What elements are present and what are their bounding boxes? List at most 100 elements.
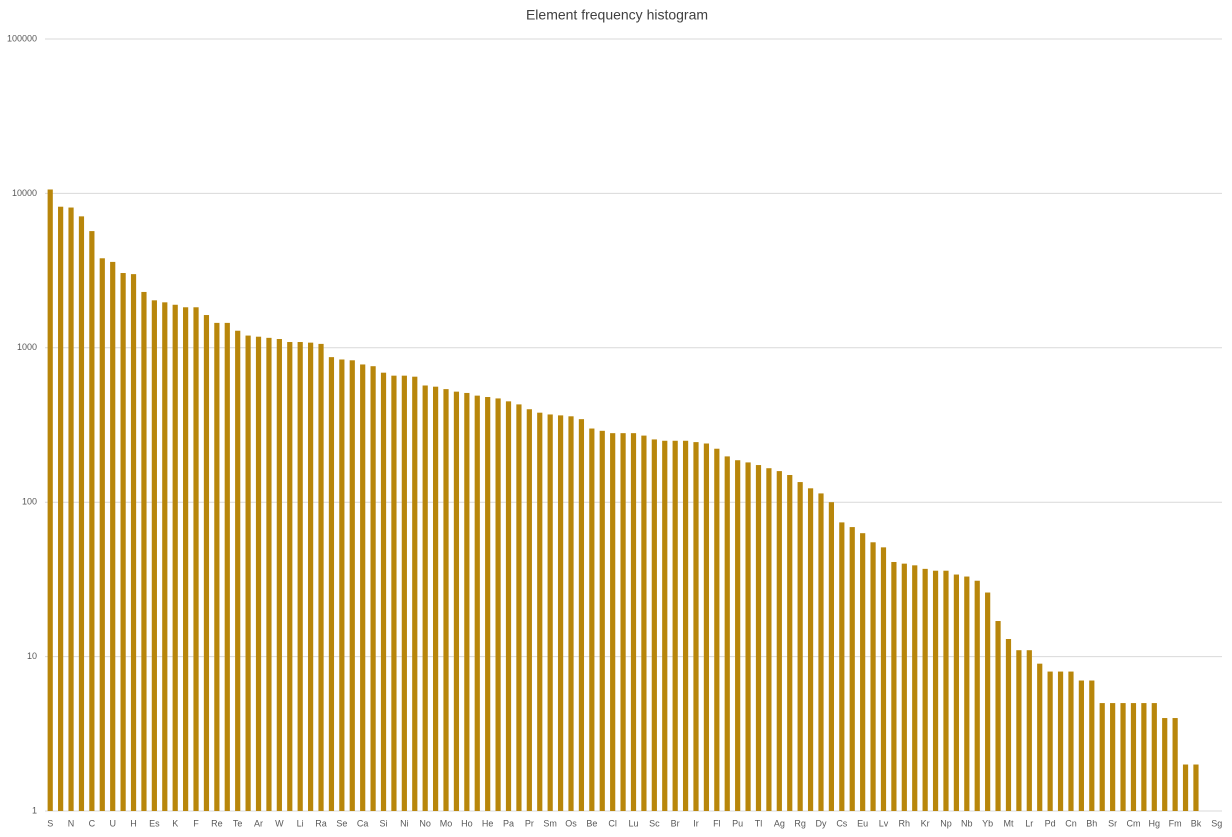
- bar: [349, 360, 355, 811]
- x-tick-label: Tl: [755, 818, 763, 828]
- bar: [318, 343, 324, 811]
- bar: [1182, 764, 1189, 811]
- bar: [412, 376, 418, 811]
- bar: [1110, 703, 1116, 811]
- bar: [339, 359, 345, 811]
- bar: [797, 482, 803, 811]
- bar: [589, 428, 595, 811]
- x-tick-label: Rg: [794, 818, 806, 828]
- x-tick-label: Os: [565, 818, 577, 828]
- bar: [287, 342, 293, 811]
- bar: [516, 404, 522, 811]
- x-tick-label: N: [68, 818, 75, 828]
- x-tick-label: Br: [671, 818, 680, 828]
- bar: [964, 576, 970, 811]
- bar: [1068, 671, 1074, 811]
- x-tick-label: Fm: [1169, 818, 1182, 828]
- x-tick-label: Bk: [1191, 818, 1202, 828]
- x-tick-label: Eu: [857, 818, 868, 828]
- x-tick-label: Cn: [1065, 818, 1077, 828]
- bar: [1172, 718, 1178, 811]
- bar: [901, 563, 907, 811]
- bar: [776, 471, 782, 811]
- x-tick-label: Sg: [1211, 818, 1222, 828]
- bar: [1047, 671, 1053, 811]
- bar: [651, 439, 657, 811]
- x-tick-label: Cl: [608, 818, 617, 828]
- x-tick-label: He: [482, 818, 494, 828]
- bar: [755, 465, 762, 811]
- bar: [578, 419, 585, 811]
- bar: [1099, 703, 1105, 811]
- bar: [224, 322, 230, 811]
- x-tick-label: W: [275, 818, 284, 828]
- bar: [568, 416, 574, 811]
- bar: [1089, 680, 1095, 811]
- bar: [1057, 671, 1064, 811]
- bar: [276, 339, 282, 811]
- x-tick-label: Sr: [1108, 818, 1117, 828]
- bar: [610, 433, 616, 811]
- bar: [693, 442, 699, 811]
- bar: [422, 385, 428, 811]
- x-tick-label: Dy: [815, 818, 826, 828]
- bar: [443, 389, 449, 811]
- x-tick-label: Pr: [525, 818, 534, 828]
- bar: [193, 307, 199, 811]
- bar: [620, 433, 626, 811]
- bar: [266, 337, 272, 811]
- bar: [985, 592, 991, 811]
- bar: [943, 570, 949, 811]
- bar: [1162, 718, 1168, 811]
- x-tick-label: Sc: [649, 818, 660, 828]
- x-tick-label: Ar: [254, 818, 263, 828]
- x-tick-label: Si: [380, 818, 388, 828]
- bar: [860, 533, 866, 811]
- bar: [183, 307, 189, 811]
- bar: [308, 342, 314, 811]
- x-tick-label: No: [419, 818, 431, 828]
- bar: [1193, 764, 1199, 811]
- bar: [599, 430, 605, 811]
- bar: [1151, 703, 1157, 811]
- x-tick-label: Se: [336, 818, 347, 828]
- bar: [235, 330, 241, 811]
- bar: [547, 414, 553, 811]
- bar: [662, 440, 668, 811]
- x-tick-label: Bh: [1086, 818, 1097, 828]
- bar: [630, 433, 637, 811]
- y-tick-label: 1000: [17, 342, 37, 352]
- y-tick-label: 100: [22, 497, 37, 507]
- x-tick-label: Ir: [693, 818, 699, 828]
- bar: [880, 547, 887, 811]
- bar: [995, 621, 1001, 811]
- bar: [485, 397, 491, 811]
- chart-title: Element frequency histogram: [526, 7, 708, 23]
- bar: [1120, 703, 1126, 811]
- y-tick-label: 1: [32, 805, 37, 815]
- bar: [214, 322, 220, 811]
- y-tick-label: 10000: [12, 188, 37, 198]
- x-tick-label: Ca: [357, 818, 369, 828]
- bar: [870, 542, 876, 811]
- bar: [672, 440, 678, 811]
- y-tick-label: 10: [27, 651, 37, 661]
- bar: [328, 357, 335, 811]
- bar: [912, 565, 918, 811]
- x-tick-label: Cm: [1126, 818, 1140, 828]
- bar: [110, 261, 116, 812]
- x-tick-label: Cs: [836, 818, 847, 828]
- x-tick-label: Mo: [440, 818, 453, 828]
- x-tick-label: Es: [149, 818, 160, 828]
- x-tick-label: Mt: [1003, 818, 1013, 828]
- bar: [495, 398, 501, 811]
- x-tick-label: Lu: [628, 818, 638, 828]
- x-tick-label: Fl: [713, 818, 721, 828]
- bar: [47, 189, 53, 811]
- x-tick-label: Ni: [400, 818, 409, 828]
- x-tick-label: Be: [586, 818, 597, 828]
- bar: [432, 386, 439, 811]
- bar: [78, 216, 85, 811]
- bar: [162, 302, 168, 811]
